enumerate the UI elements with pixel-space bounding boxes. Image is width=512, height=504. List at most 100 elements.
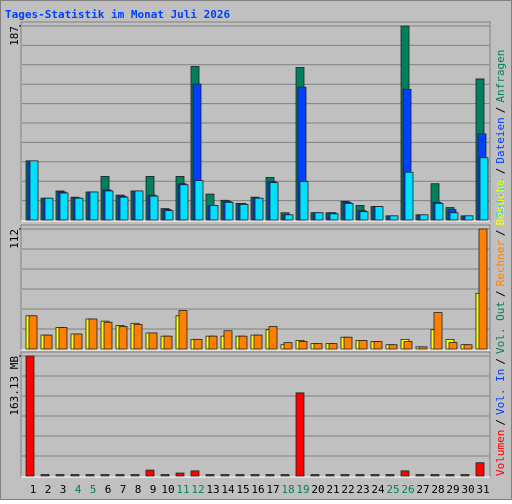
bar	[430, 474, 440, 477]
plot-area	[20, 351, 491, 478]
x-tick-label: 14	[221, 483, 235, 496]
x-tick-label: 1	[30, 483, 37, 496]
bar	[178, 310, 188, 350]
legend-item: Besuche	[494, 179, 507, 225]
bar	[89, 191, 99, 221]
bar	[235, 474, 245, 477]
bar	[358, 340, 368, 350]
legend: Volumen / Vol. In / Vol. Out / Rechner / Besuche	[494, 179, 507, 476]
bar	[163, 335, 173, 350]
x-tick-label: 21	[326, 483, 339, 496]
bar	[400, 470, 410, 477]
bar	[298, 341, 308, 350]
bar	[44, 197, 54, 221]
x-tick-label: 27	[416, 483, 429, 496]
x-tick-label: 23	[356, 483, 369, 496]
bar	[419, 214, 429, 221]
y-tick-label: 187	[8, 26, 21, 46]
bar	[43, 334, 53, 350]
bar	[119, 196, 129, 221]
x-tick-label: 12	[191, 483, 204, 496]
bar	[404, 171, 414, 221]
bar	[250, 474, 260, 477]
x-tick-label: 15	[236, 483, 249, 496]
x-tick-label: 29	[446, 483, 459, 496]
bar	[148, 332, 158, 350]
bar	[115, 474, 125, 477]
legend-separator: /	[494, 107, 507, 114]
bar	[359, 211, 369, 221]
bar	[239, 204, 249, 221]
y-tick-label: 112	[8, 229, 21, 249]
bar	[313, 343, 323, 350]
bar	[130, 474, 140, 477]
bar	[445, 474, 455, 477]
x-tick-label: 4	[75, 483, 82, 496]
x-tick-label: 19	[296, 483, 309, 496]
bar	[164, 210, 174, 221]
bar	[133, 323, 143, 350]
x-tick-label: 10	[161, 483, 174, 496]
legend-item: Dateien	[494, 117, 507, 163]
x-tick-label: 2	[45, 483, 52, 496]
bar	[134, 190, 144, 221]
bar	[73, 333, 83, 350]
x-tick-label: 11	[176, 483, 189, 496]
bar	[205, 474, 215, 477]
bar	[280, 474, 290, 477]
x-tick-label: 13	[206, 483, 219, 496]
bar	[448, 342, 458, 350]
bar	[265, 474, 275, 477]
legend-separator: /	[494, 290, 507, 297]
bar	[209, 205, 219, 221]
bar	[403, 341, 413, 350]
bar	[314, 212, 324, 221]
legend-separator: /	[494, 358, 507, 365]
legend-item: Volumen	[494, 430, 507, 476]
bar	[269, 182, 279, 221]
bar	[220, 474, 230, 477]
bar	[434, 203, 444, 221]
bar	[194, 180, 204, 221]
bar	[179, 184, 189, 221]
legend-item: Seiten	[494, 178, 507, 218]
bar	[254, 197, 264, 221]
plot-area	[20, 21, 491, 222]
bar	[449, 212, 459, 221]
bar	[415, 474, 425, 477]
x-tick-label: 30	[461, 483, 474, 496]
bar	[223, 330, 233, 350]
bar	[25, 355, 35, 477]
bar	[85, 474, 95, 477]
x-tick-label: 9	[150, 483, 157, 496]
bar	[28, 315, 38, 350]
bar	[175, 472, 185, 477]
bar	[373, 341, 383, 350]
x-tick-label: 16	[251, 483, 264, 496]
x-tick-label: 3	[60, 483, 67, 496]
bar	[193, 338, 203, 350]
bar	[385, 474, 395, 477]
bar	[325, 474, 335, 477]
bar	[29, 160, 39, 221]
bar	[253, 334, 263, 350]
bar	[460, 474, 470, 477]
bar	[418, 346, 428, 350]
x-tick-label: 25	[386, 483, 399, 496]
bar	[344, 203, 354, 221]
bar	[103, 321, 113, 350]
bar	[329, 213, 339, 221]
bar	[343, 336, 353, 350]
bar	[355, 474, 365, 477]
x-tick-label: 6	[105, 483, 112, 496]
x-tick-label: 7	[120, 483, 127, 496]
bar	[328, 343, 338, 350]
x-tick-label: 5	[90, 483, 97, 496]
bar	[74, 197, 84, 221]
bar	[478, 228, 488, 350]
x-tick-label: 26	[401, 483, 414, 496]
bar	[190, 470, 200, 477]
legend: Seiten / Dateien / Anfragen	[494, 50, 507, 218]
legend-item: Rechner	[494, 240, 507, 287]
legend-separator: /	[494, 229, 507, 236]
